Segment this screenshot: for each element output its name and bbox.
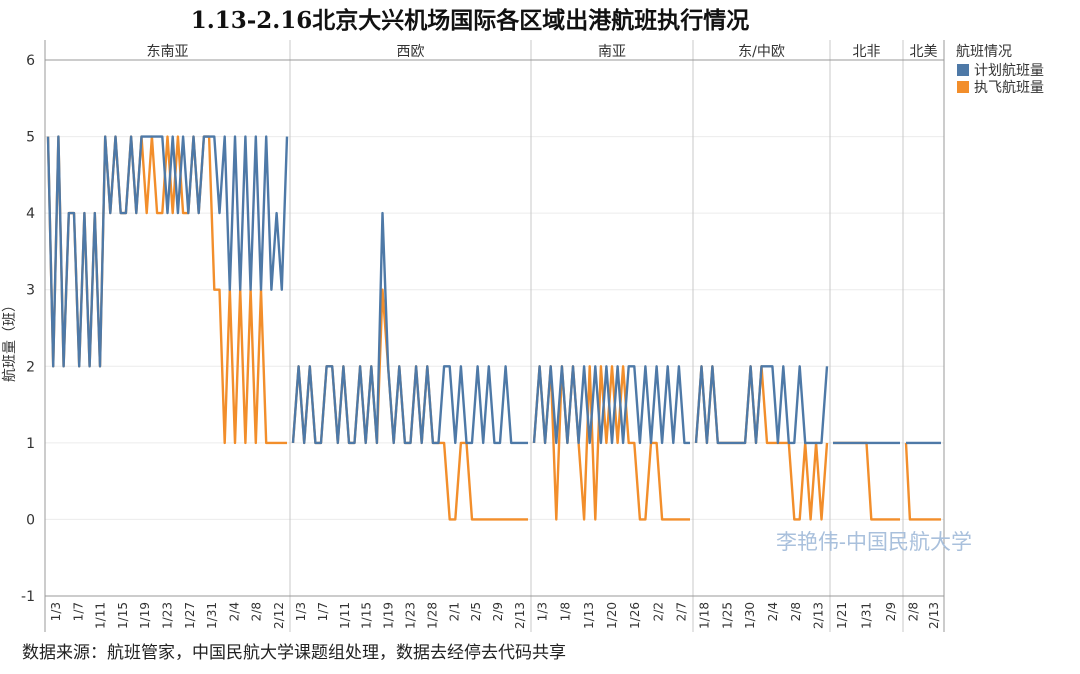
x-tick-label: 1/19 — [382, 602, 396, 629]
legend-swatch-planned — [957, 64, 969, 76]
x-tick-label: 1/11 — [338, 602, 352, 629]
panel-header-label: 西欧 — [397, 44, 425, 60]
panel-header-label: 北美 — [910, 44, 938, 60]
x-tick-label: 2/13 — [812, 602, 826, 629]
series-line — [833, 441, 900, 521]
x-tick-label: 1/23 — [404, 602, 418, 629]
y-axis-label: 航班量（班） — [2, 298, 18, 382]
y-tick-label: 1 — [26, 436, 35, 452]
y-tick-label: 4 — [26, 206, 35, 222]
x-tick-label: 1/27 — [183, 602, 197, 629]
chart-title: 1.13-2.16北京大兴机场国际各区域出港航班执行情况 — [191, 7, 750, 34]
x-tick-label: 2/4 — [227, 602, 241, 621]
series-line — [46, 135, 289, 368]
x-tick-label: 2/8 — [906, 602, 920, 621]
panel-header-label: 北非 — [853, 44, 881, 60]
x-tick-label: 1/23 — [161, 602, 175, 629]
x-tick-label: 2/13 — [513, 602, 527, 629]
source-note: 数据来源：航班管家，中国民航大学课题组处理，数据去经停去代码共享 — [22, 643, 566, 663]
x-tick-label: 1/31 — [205, 602, 219, 629]
x-tick-label: 2/5 — [469, 602, 483, 621]
x-tick-label: 1/18 — [697, 602, 711, 629]
x-tick-label: 2/1 — [447, 602, 461, 621]
x-tick-label: 1/31 — [860, 602, 874, 629]
x-tick-label: 2/4 — [766, 602, 780, 621]
x-tick-label: 2/2 — [651, 602, 665, 621]
series-line — [291, 211, 528, 445]
x-tick-label: 1/21 — [835, 602, 849, 629]
x-tick-label: 1/8 — [559, 602, 573, 621]
x-tick-label: 1/15 — [360, 602, 374, 629]
x-tick-label: 1/3 — [294, 602, 308, 621]
panel-header-label: 东/中欧 — [738, 44, 785, 60]
y-tick-label: 6 — [26, 53, 35, 69]
x-tick-label: 2/9 — [884, 602, 898, 621]
x-tick-label: 1/3 — [49, 602, 63, 621]
y-tick-label: -1 — [21, 589, 35, 605]
x-tick-label: 1/26 — [628, 602, 642, 629]
x-tick-label: 1/28 — [425, 602, 439, 629]
x-tick-label: 1/25 — [720, 602, 734, 629]
series-line — [904, 442, 941, 521]
x-tick-label: 2/12 — [272, 602, 286, 629]
legend-title: 航班情况 — [956, 44, 1012, 60]
legend: 航班情况 计划航班量 执飞航班量 — [956, 44, 1044, 96]
y-tick-label: 0 — [26, 512, 35, 528]
x-tick-label: 1/15 — [116, 602, 130, 629]
series-layer — [46, 135, 941, 521]
y-tick-label: 5 — [26, 130, 35, 146]
panel-header-label: 东南亚 — [147, 44, 189, 60]
legend-label-planned: 计划航班量 — [974, 63, 1044, 79]
x-tick-label: 1/13 — [582, 602, 596, 629]
legend-label-executed: 执飞航班量 — [974, 80, 1044, 96]
x-tick-label: 2/8 — [789, 602, 803, 621]
x-tick-label: 2/8 — [250, 602, 264, 621]
series-line — [532, 365, 690, 521]
x-tick-label: 2/9 — [491, 602, 505, 621]
x-tick-label: 1/11 — [94, 602, 108, 629]
axis-layer: 6 5 4 3 2 1 0 -1 东南亚 1/3 1/7 1/11 1/15 1/19 1/23 1/27 1/… — [21, 40, 945, 632]
y-tick-label: 3 — [26, 283, 35, 299]
x-tick-label: 2/13 — [927, 602, 941, 629]
x-tick-label: 1/30 — [743, 602, 757, 629]
watermark: 李艳伟-中国民航大学 — [776, 530, 972, 554]
x-tick-label: 1/7 — [316, 602, 330, 621]
x-tick-label: 1/19 — [138, 602, 152, 629]
panel-header-label: 南亚 — [598, 44, 626, 60]
x-tick-label: 1/7 — [71, 602, 85, 621]
legend-swatch-executed — [957, 81, 969, 93]
y-tick-label: 2 — [26, 359, 35, 375]
series-line — [694, 365, 829, 445]
x-tick-label: 2/7 — [674, 602, 688, 621]
x-tick-label: 1/3 — [536, 602, 550, 621]
series-line — [532, 365, 690, 445]
x-tick-label: 1/20 — [605, 602, 619, 629]
